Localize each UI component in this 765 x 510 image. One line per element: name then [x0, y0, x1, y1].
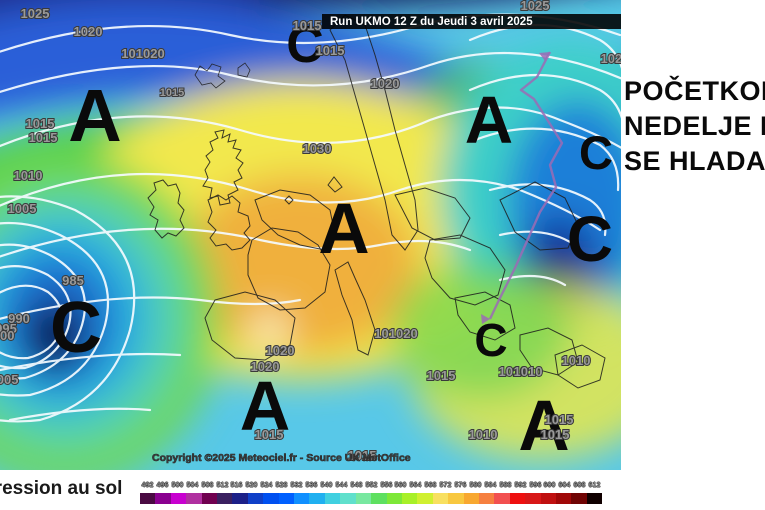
svg-text:1000: 1000 — [0, 328, 14, 343]
svg-text:1015: 1015 — [26, 116, 55, 131]
svg-text:1015: 1015 — [293, 18, 322, 33]
svg-text:1020: 1020 — [74, 24, 103, 39]
svg-text:1020: 1020 — [251, 359, 280, 374]
svg-text:1020: 1020 — [371, 76, 400, 91]
svg-text:1015: 1015 — [29, 130, 58, 145]
svg-text:101020: 101020 — [374, 326, 417, 341]
svg-text:985: 985 — [62, 273, 84, 288]
svg-text:A: A — [318, 190, 369, 269]
svg-text:1015: 1015 — [316, 43, 345, 58]
svg-text:Copyright ©2025 Meteociel.fr -: Copyright ©2025 Meteociel.fr - Source UK… — [152, 452, 411, 464]
svg-text:A: A — [68, 74, 121, 157]
svg-text:101020: 101020 — [121, 46, 164, 61]
svg-text:1010: 1010 — [469, 427, 498, 442]
svg-text:C: C — [567, 203, 613, 275]
svg-text:1005: 1005 — [8, 201, 37, 216]
svg-text:1025: 1025 — [521, 0, 550, 13]
svg-text:C: C — [50, 288, 102, 368]
svg-text:A: A — [465, 83, 513, 158]
svg-text:1015: 1015 — [255, 427, 284, 442]
svg-text:C: C — [579, 126, 613, 179]
svg-text:1005: 1005 — [0, 372, 18, 387]
svg-text:1025: 1025 — [21, 6, 50, 21]
svg-text:1015: 1015 — [160, 87, 184, 99]
svg-text:Run UKMO 12 Z du Jeudi 3 avril: Run UKMO 12 Z du Jeudi 3 avril 2025 — [330, 16, 533, 28]
svg-text:1015: 1015 — [545, 412, 574, 427]
svg-text:1010: 1010 — [514, 364, 543, 379]
svg-text:1010: 1010 — [562, 353, 591, 368]
svg-text:1020: 1020 — [266, 343, 295, 358]
svg-text:C: C — [474, 314, 507, 366]
svg-text:1010: 1010 — [14, 168, 43, 183]
svg-text:1025: 1025 — [601, 51, 621, 66]
svg-text:1030: 1030 — [303, 141, 332, 156]
svg-text:1015: 1015 — [541, 427, 570, 442]
svg-text:1015: 1015 — [427, 368, 456, 383]
